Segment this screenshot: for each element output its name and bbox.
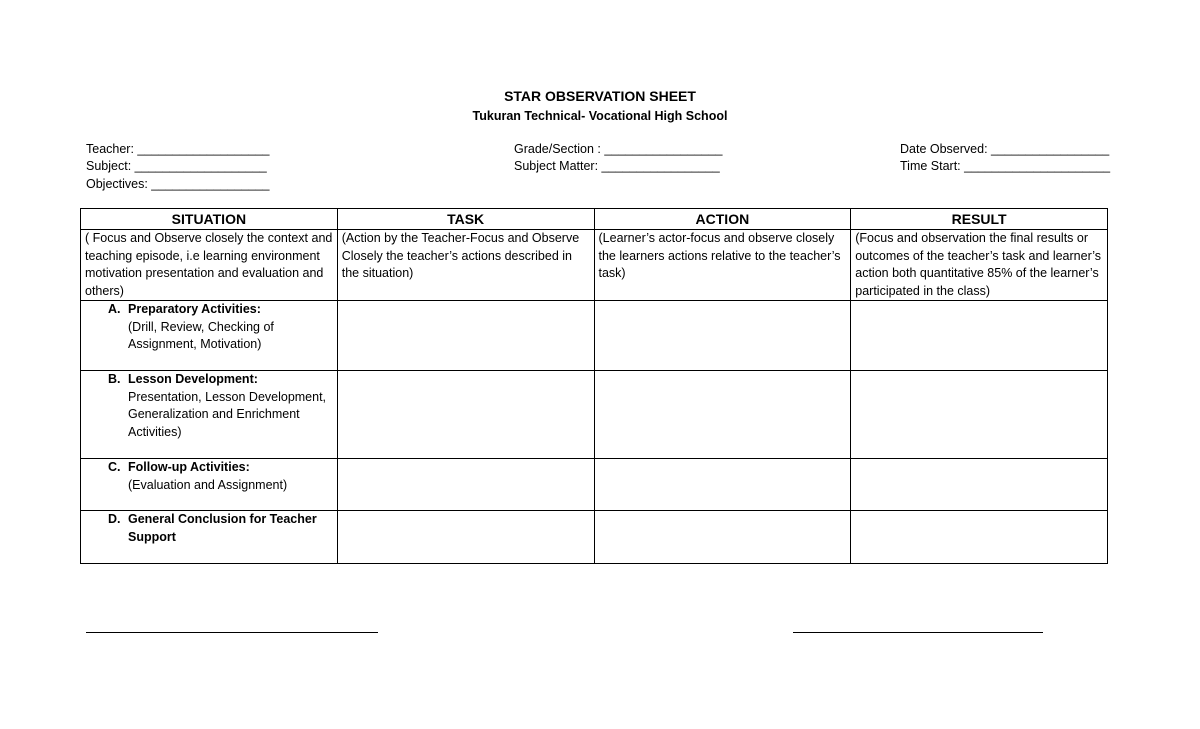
- page-title: STAR OBSERVATION SHEET: [504, 88, 696, 104]
- header-row: SITUATION TASK ACTION RESULT: [80, 208, 1108, 230]
- section-cell: D. General Conclusion for Teacher Support: [80, 510, 338, 564]
- header-result: RESULT: [850, 208, 1108, 230]
- section-letter: D.: [108, 512, 121, 526]
- section-cell: B. Lesson Development: Presentation, Lesso…: [80, 370, 338, 459]
- section-cell: A. Preparatory Activities: (Drill, Review,…: [80, 300, 338, 371]
- subject-field[interactable]: Subject: ___________________: [86, 159, 267, 173]
- action-cell[interactable]: [593, 300, 852, 371]
- section-letter: A.: [108, 302, 121, 316]
- time-start-field[interactable]: Time Start: _____________________: [900, 159, 1111, 173]
- section-title: Lesson Development:: [128, 372, 258, 386]
- section-detail: Presentation, Lesson Development, Genera…: [128, 389, 327, 439]
- description-row: ( Focus and Observe closely the context …: [80, 229, 1108, 301]
- section-detail: (Drill, Review, Checking of Assignment, …: [128, 319, 274, 352]
- section-detail: (Evaluation and Assignment): [128, 477, 288, 492]
- situation-description: ( Focus and Observe closely the context …: [80, 229, 338, 301]
- table-row: B. Lesson Development: Presentation, Lesso…: [80, 370, 1108, 459]
- action-description: (Learner’s actor-focus and observe close…: [593, 229, 852, 301]
- date-observed-field[interactable]: Date Observed: _________________: [900, 142, 1110, 156]
- action-cell[interactable]: [593, 510, 852, 564]
- task-cell[interactable]: [336, 458, 595, 511]
- task-cell[interactable]: [336, 370, 595, 459]
- result-cell[interactable]: [850, 458, 1108, 511]
- header-action: ACTION: [593, 208, 852, 230]
- result-description: (Focus and observation the final results…: [850, 229, 1108, 301]
- result-cell[interactable]: [850, 510, 1108, 564]
- teacher-field[interactable]: Teacher: ___________________: [86, 142, 270, 156]
- section-cell: C. Follow-up Activities: (Evaluation and A…: [80, 458, 338, 511]
- signature-line-left[interactable]: [86, 632, 378, 633]
- result-cell[interactable]: [850, 370, 1108, 459]
- school-name: Tukuran Technical- Vocational High Schoo…: [472, 109, 728, 123]
- table-row: C. Follow-up Activities: (Evaluation and A…: [80, 458, 1108, 511]
- section-letter: C.: [108, 460, 121, 474]
- section-title: Preparatory Activities:: [128, 302, 261, 316]
- section-letter: B.: [108, 372, 121, 386]
- task-description: (Action by the Teacher-Focus and Observe…: [336, 229, 595, 301]
- header-situation: SITUATION: [80, 208, 338, 230]
- table-row: A. Preparatory Activities: (Drill, Review,…: [80, 300, 1108, 371]
- result-cell[interactable]: [850, 300, 1108, 371]
- section-title: General Conclusion for Teacher Support: [128, 512, 317, 544]
- section-title: Follow-up Activities:: [128, 460, 250, 474]
- table-row: D. General Conclusion for Teacher Support: [80, 510, 1108, 564]
- grade-section-field[interactable]: Grade/Section : _________________: [514, 142, 723, 156]
- header-task: TASK: [336, 208, 595, 230]
- action-cell[interactable]: [593, 370, 852, 459]
- star-table: SITUATION TASK ACTION RESULT ( Focus and…: [80, 208, 1108, 564]
- objectives-field[interactable]: Objectives: _________________: [86, 177, 270, 191]
- task-cell[interactable]: [336, 510, 595, 564]
- action-cell[interactable]: [593, 458, 852, 511]
- signature-line-right[interactable]: [793, 632, 1043, 633]
- task-cell[interactable]: [336, 300, 595, 371]
- subject-matter-field[interactable]: Subject Matter: _________________: [514, 159, 720, 173]
